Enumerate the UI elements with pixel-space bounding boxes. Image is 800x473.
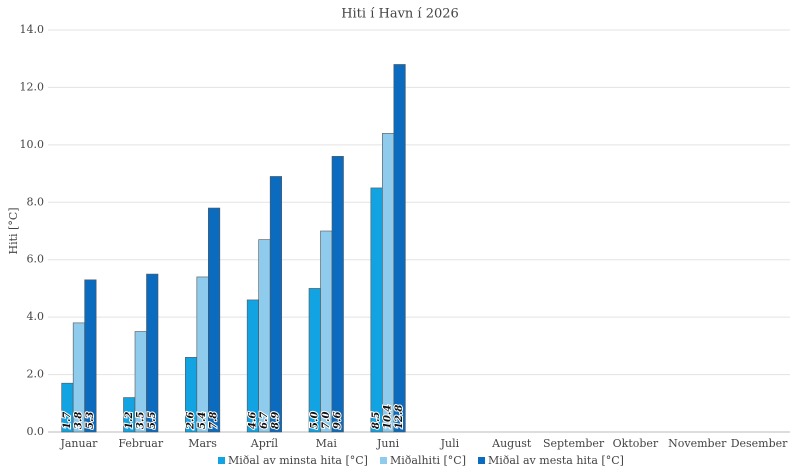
value-label: 8.9	[270, 412, 281, 429]
x-tick-label: Oktober	[613, 437, 659, 450]
value-label: 5.4	[197, 412, 208, 429]
legend-swatch	[379, 457, 387, 464]
value-label: 4.6	[247, 412, 258, 429]
bar	[308, 288, 321, 433]
x-tick-label: Januar	[59, 437, 98, 450]
y-tick-label: 6.0	[27, 253, 45, 266]
value-label: 7.8	[209, 412, 220, 429]
bar	[146, 273, 159, 433]
value-label: 3.8	[73, 412, 84, 429]
bar	[258, 239, 271, 433]
y-axis-label: Hiti [°C]	[7, 207, 20, 254]
legend-label: Miðal av mesta hita [°C]	[488, 454, 624, 467]
value-label: 5.5	[147, 412, 158, 429]
value-label: 10.4	[383, 405, 394, 429]
value-label: 1.7	[62, 412, 73, 429]
x-tick-label: Juni	[376, 437, 400, 450]
bar	[84, 279, 97, 433]
bar	[331, 156, 344, 433]
x-tick-label: Februar	[118, 437, 163, 450]
legend-label: Miðal av minsta hita [°C]	[228, 454, 368, 467]
y-tick-label: 8.0	[27, 195, 45, 208]
value-label: 2.6	[186, 412, 197, 430]
bar	[320, 230, 333, 433]
bar	[196, 276, 209, 433]
value-label: 5.0	[309, 412, 320, 429]
value-label: 7.0	[321, 412, 332, 429]
legend-swatch	[478, 457, 486, 464]
chart-title: Hiti í Havn í 2026	[341, 7, 459, 22]
legend-swatch	[218, 457, 225, 464]
bar	[208, 207, 221, 433]
y-tick-label: 4.0	[27, 310, 45, 323]
value-label: 9.6	[332, 412, 343, 429]
bar	[269, 176, 282, 433]
bar	[393, 64, 406, 433]
y-tick-label: 14.0	[20, 23, 45, 36]
x-tick-label: Mai	[316, 437, 338, 450]
y-tick-label: 0.0	[27, 425, 45, 438]
x-tick-label: Juli	[440, 437, 460, 450]
bar	[370, 187, 383, 433]
bar	[382, 133, 395, 433]
value-label: 3.5	[135, 412, 146, 429]
y-tick-label: 2.0	[27, 368, 45, 381]
legend-label: Miðalhiti [°C]	[390, 454, 466, 467]
x-tick-label: November	[668, 437, 727, 450]
x-tick-label: Apríl	[250, 437, 279, 450]
y-tick-label: 10.0	[20, 138, 45, 151]
y-tick-label: 12.0	[20, 80, 45, 93]
value-label: 5.3	[85, 412, 96, 429]
value-label: 1.2	[124, 412, 135, 429]
x-tick-label: Mars	[188, 437, 217, 450]
x-tick-label: Desember	[731, 437, 788, 450]
value-label: 6.7	[259, 412, 270, 429]
value-label: 8.5	[371, 412, 382, 429]
value-label: 12.8	[394, 405, 405, 429]
x-tick-label: August	[491, 437, 532, 450]
x-tick-label: September	[543, 437, 605, 450]
